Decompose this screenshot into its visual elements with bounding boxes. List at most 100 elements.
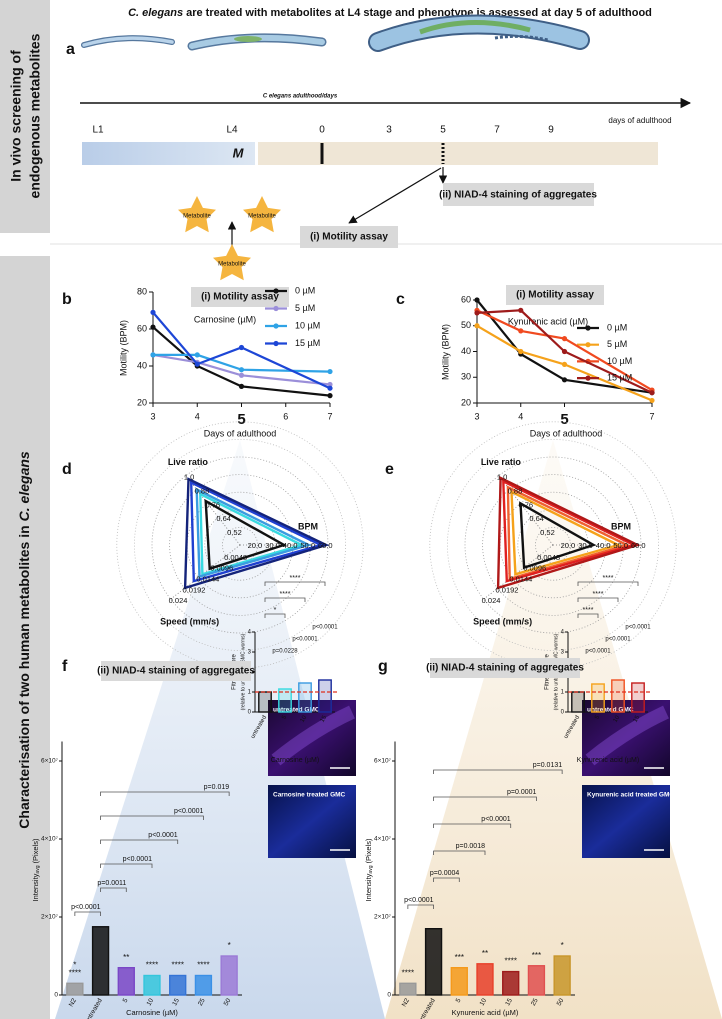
legend-label: 10 µM [295,320,320,330]
p-value: p=0.0011 [97,880,126,887]
series-line [476,299,653,394]
title-box [101,661,251,681]
legend-marker [585,325,591,331]
chart-title: (ii) NIAD-4 staining of aggregates [97,666,255,677]
data-point [150,324,156,330]
bar [143,974,161,996]
radar-tick-label: 0.88 [195,487,210,496]
series-line [476,309,653,392]
bar [298,682,312,713]
y-tick-label: 3 [248,650,252,656]
header-species: C. elegans [128,7,183,19]
data-point [194,361,200,367]
x-tick-label: 50 [556,997,566,1007]
micrograph-label: Kynurenic acid treated GMC [587,792,674,799]
x-tick-label: N2 [68,997,78,1008]
data-point [561,336,568,342]
y-tick-label: 1 [248,690,252,696]
radar-tick-label: 0.0192 [183,585,206,594]
radar-tick-label: 0.0096 [210,564,233,573]
radar-series [199,492,305,576]
bar [399,982,417,996]
legend-marker [273,305,279,312]
significance-stars: **** [593,591,604,598]
data-point [474,297,480,303]
y-axis-label-unit: (Pixels) [364,838,373,864]
worm-eggs [494,34,549,42]
comparison-bracket [100,863,153,868]
y-tick-label: 4 [561,630,565,636]
bar [527,965,546,996]
data-point [649,397,655,404]
metabolite-label: Metabolite [218,262,246,268]
bar [611,679,625,713]
bar [318,679,332,713]
y-tick-label: 4 [248,630,252,636]
bar [278,688,292,713]
comparison-bracket [100,887,127,892]
title-box [506,285,604,305]
radar-tick-label: 0.0144 [196,574,219,583]
p-value: p=0.019 [204,784,230,791]
stage-label: 9 [548,125,554,136]
series-line [152,326,331,397]
p-value: p=0.0228 [272,649,298,655]
x-tick-label: 4 [195,411,200,421]
data-point [518,348,524,355]
y-axis-label: Motility (BPM) [118,320,128,376]
micrograph-label: Carnosine treated GMC [273,792,346,799]
bar [631,682,645,713]
radar-tick-label: 40.0 [283,541,298,550]
stage-label: L4 [226,125,238,136]
y-tick-label: 30 [461,372,471,382]
assay-label: (ii) NIAD-4 staining of aggregates [439,190,597,201]
sidebar [0,256,50,1019]
comparison-bracket [264,597,306,602]
y-axis-label: Motility (BPM) [440,324,450,380]
comparison-bracket [577,581,639,586]
radar-axis-label: Speed (mm/s) [160,617,219,627]
significance-stars: **** [583,607,594,614]
series-line [476,309,653,394]
significance-stars: * [274,607,277,614]
p-value: p=0.0131 [533,762,562,769]
adult-bar [258,142,658,165]
radar-tick-label: 60.0 [318,541,333,550]
significance-stars: ** [482,949,488,958]
bar [220,955,238,996]
radar-tick-label: 0.024 [169,596,188,605]
p-value: p=0.0018 [456,843,485,850]
radar-tick-label: 1.0 [497,473,507,482]
data-point [518,307,524,313]
series-line [153,353,331,373]
radar-tick-label: 50.0 [300,541,315,550]
label-box [443,183,594,206]
data-point [649,390,655,396]
y-tick-label: 1 [561,690,565,696]
data-point [238,383,245,389]
x-tick-label: 3 [474,411,479,421]
bar [476,963,494,996]
x-axis-label: Carnosine (µM) [126,1008,178,1017]
chart-title: (i) Motility assay [201,292,279,303]
data-point [327,368,333,375]
significance-stars: *** [455,953,464,962]
radar-tick-label: 0.64 [529,514,544,523]
radar-axis-label: Live ratio [168,457,209,467]
comparison-bracket [100,815,204,820]
y-axis-label-sub: avg [368,865,374,873]
wedge [55,440,385,1019]
radar-series [183,477,330,590]
x-tick-label: 25 [530,997,540,1007]
panel-label: a [66,41,75,58]
bar [450,967,468,996]
metabolite-star [213,244,251,281]
y-tick-label: 50 [461,320,471,330]
radar-tick-label: 0.76 [205,500,220,509]
significance-stars: **** [290,575,301,582]
x-tick-label: 50 [223,997,233,1007]
sidebar-title: In vivo screening of [8,50,24,182]
x-tick-label: 7 [649,411,654,421]
radar-tick-label: 30.0 [265,541,280,550]
micrograph-label: untreated GMC [587,707,634,714]
